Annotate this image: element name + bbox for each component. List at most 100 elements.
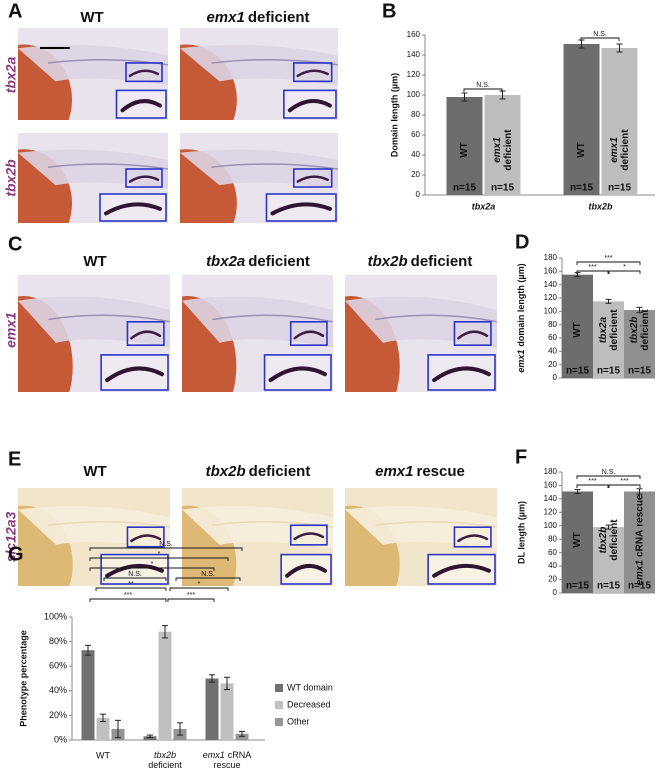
- embryo-image: [18, 28, 168, 120]
- bar: [624, 310, 655, 378]
- significance-bracket: [167, 598, 215, 602]
- roi-box: [289, 320, 328, 346]
- column-header: tbx2b deficient: [368, 253, 473, 270]
- bar: [205, 678, 219, 740]
- stain: [130, 534, 162, 543]
- bar-label: WT: [572, 322, 583, 338]
- significance-bracket: [169, 587, 229, 591]
- bar: [593, 527, 624, 593]
- y-tick-label: 100: [544, 521, 558, 530]
- inset-stain: [105, 366, 164, 383]
- stain: [130, 330, 162, 340]
- somite-line: [375, 314, 497, 323]
- bar: [593, 301, 624, 378]
- roi-box: [125, 62, 163, 83]
- column-header: WT: [83, 463, 106, 480]
- bar-label: emx1deficient: [609, 129, 631, 171]
- y-tick-label: 80: [548, 320, 557, 329]
- roi-box: [453, 526, 492, 548]
- embryo-image: [18, 275, 170, 392]
- n-label: n=15: [628, 366, 652, 377]
- legend-label: Other: [287, 716, 310, 726]
- significance-bracket: [175, 577, 241, 581]
- stain: [296, 175, 329, 183]
- significance-label: ***: [588, 478, 596, 485]
- significance-bracket: [89, 567, 215, 571]
- y-tick-label: 20: [548, 360, 557, 369]
- text-part: deficient: [248, 253, 310, 270]
- panel-label: B: [382, 0, 396, 22]
- significance-bracket: [608, 270, 641, 274]
- y-tick-label: 180: [544, 253, 558, 262]
- text-part: tbx2b: [629, 317, 640, 344]
- bar: [562, 491, 593, 593]
- stain: [457, 330, 489, 340]
- embryo-image: [180, 133, 338, 223]
- y-tick-label: 60: [548, 548, 557, 557]
- significance-label: N.S.: [201, 571, 215, 578]
- y-tick-label: 140: [544, 494, 558, 503]
- n-label: n=15: [566, 581, 590, 592]
- significance-bracket: [576, 484, 609, 488]
- roi-box: [125, 168, 163, 188]
- significance-label: N.S.: [159, 541, 173, 548]
- y-tick-label: 0: [416, 190, 421, 199]
- n-label: n=15: [608, 183, 632, 194]
- text-part: tbx2b: [206, 463, 246, 480]
- text-part: domain length (µm): [516, 263, 526, 346]
- inset-stain: [120, 99, 162, 113]
- significance-bracket: [608, 484, 641, 488]
- bar: [601, 48, 638, 195]
- significance-label: *: [151, 561, 154, 568]
- inset-stain: [104, 202, 162, 216]
- embryo-image: [180, 28, 338, 120]
- legend-label: WT domain: [287, 682, 333, 692]
- embryo-body: [180, 149, 338, 189]
- row-label: emx1: [3, 312, 19, 348]
- significance-label: **: [128, 581, 134, 588]
- y-tick-label: 140: [544, 280, 558, 289]
- text-part: emx1: [634, 560, 645, 586]
- text-part: tbx2b: [368, 253, 408, 270]
- roi-box: [289, 524, 328, 546]
- significance-bracket: [576, 475, 641, 479]
- text-part: emx1: [492, 137, 503, 163]
- y-tick-label: 20: [548, 575, 557, 584]
- y-axis-label: emx1 domain length (µm): [516, 263, 526, 372]
- somite-line: [375, 521, 497, 528]
- legend-swatch: [275, 684, 283, 692]
- stain: [296, 69, 329, 78]
- text-part: emx1: [203, 750, 225, 760]
- significance-label: N.S.: [602, 469, 616, 476]
- y-axis-label: DL length (µm): [516, 501, 526, 564]
- somite-line: [211, 163, 338, 170]
- inset-stain: [285, 563, 327, 578]
- text-part: deficient: [503, 129, 514, 171]
- inset-stain: [105, 563, 164, 578]
- text-part: deficient: [640, 309, 651, 351]
- y-tick-label: 60: [548, 333, 557, 342]
- somite-line: [212, 314, 333, 323]
- somite-line: [48, 521, 170, 528]
- text-part: emx1: [516, 350, 526, 373]
- significance-label: *: [623, 264, 626, 271]
- y-tick-label: 100%: [44, 611, 67, 621]
- roi-box: [453, 320, 492, 346]
- y-tick-label: 120: [544, 293, 558, 302]
- embryo-image: [182, 275, 333, 392]
- roi-box: [292, 62, 333, 83]
- bar: [81, 650, 95, 740]
- y-tick-label: 180: [544, 467, 558, 476]
- significance-bracket: [89, 598, 167, 602]
- somite-line: [47, 163, 168, 170]
- panel-label: A: [8, 0, 22, 22]
- panel-label: E: [8, 448, 21, 470]
- stain: [293, 330, 325, 340]
- significance-label: ***: [124, 592, 132, 599]
- n-label: n=15: [570, 183, 594, 194]
- text-part: deficient: [411, 253, 473, 270]
- text-part: rescue: [634, 494, 645, 527]
- embryo-image: [345, 275, 497, 392]
- y-tick-label: 120: [544, 507, 558, 516]
